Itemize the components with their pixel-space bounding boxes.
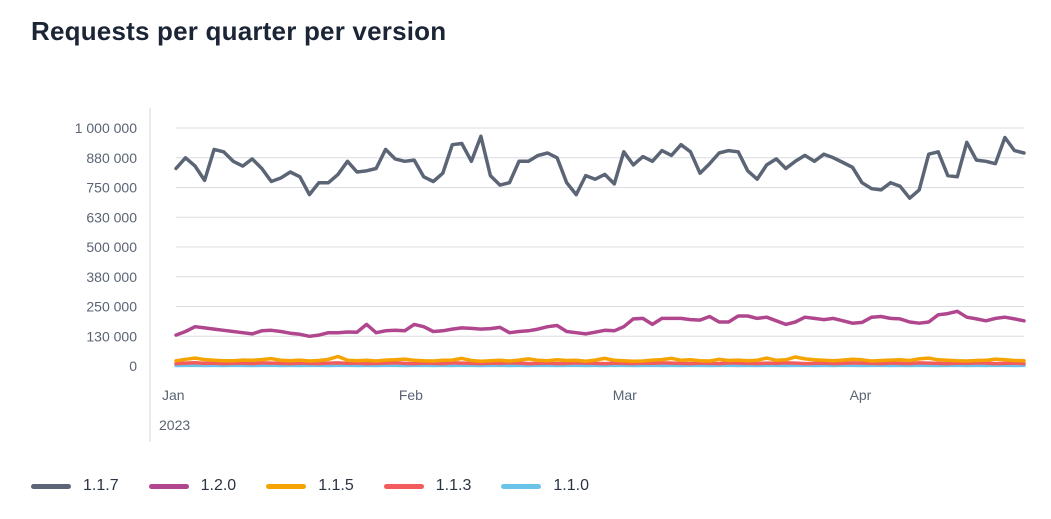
legend-item-1-1-7[interactable]: 1.1.7 <box>31 477 119 495</box>
x-tick-label: Mar <box>613 387 637 403</box>
y-tick-label: 750 000 <box>86 180 137 196</box>
chart-title: Requests per quarter per version <box>31 16 447 46</box>
y-tick-label: 630 000 <box>86 209 137 225</box>
x-year-label: 2023 <box>159 417 190 433</box>
series-line-1-1-5 <box>174 354 1026 363</box>
y-tick-label: 1 000 000 <box>75 120 137 136</box>
y-tick-label: 500 000 <box>86 239 137 255</box>
legend-item-1-2-0[interactable]: 1.2.0 <box>148 477 237 495</box>
x-tick-label: Jan <box>162 387 185 403</box>
y-tick-label: 250 000 <box>86 299 137 315</box>
legend-swatch <box>31 483 71 489</box>
legend-label: 1.1.5 <box>318 477 354 494</box>
legend-label: 1.1.7 <box>83 477 119 494</box>
legend-swatch <box>383 483 424 489</box>
legend-swatch <box>148 483 189 489</box>
x-tick-label: Feb <box>399 387 423 403</box>
legend: 1.1.7 1.2.0 1.1.5 1.1.3 1.1.0 <box>31 477 589 495</box>
series-line-1-2-0 <box>174 309 1026 339</box>
legend-item-1-1-3[interactable]: 1.1.3 <box>383 477 472 495</box>
y-tick-label: 130 000 <box>86 328 137 344</box>
line-chart: 0 130 000 250 000 380 000 500 000 630 000 750 … <box>75 108 1026 442</box>
legend-label: 1.1.3 <box>435 477 472 494</box>
y-tick-label: 880 000 <box>86 150 137 166</box>
x-tick-label: Apr <box>850 387 872 403</box>
legend-label: 1.1.0 <box>553 477 589 494</box>
series-line-1-1-3 <box>174 360 1026 366</box>
series-line-1-1-7 <box>174 134 1026 200</box>
legend-item-1-1-0[interactable]: 1.1.0 <box>501 477 589 495</box>
y-tick-label: 380 000 <box>86 269 137 285</box>
y-tick-label: 0 <box>129 358 137 374</box>
legend-item-1-1-5[interactable]: 1.1.5 <box>266 477 354 495</box>
legend-label: 1.2.0 <box>200 477 237 494</box>
legend-swatch <box>501 483 542 489</box>
legend-swatch <box>266 483 307 489</box>
